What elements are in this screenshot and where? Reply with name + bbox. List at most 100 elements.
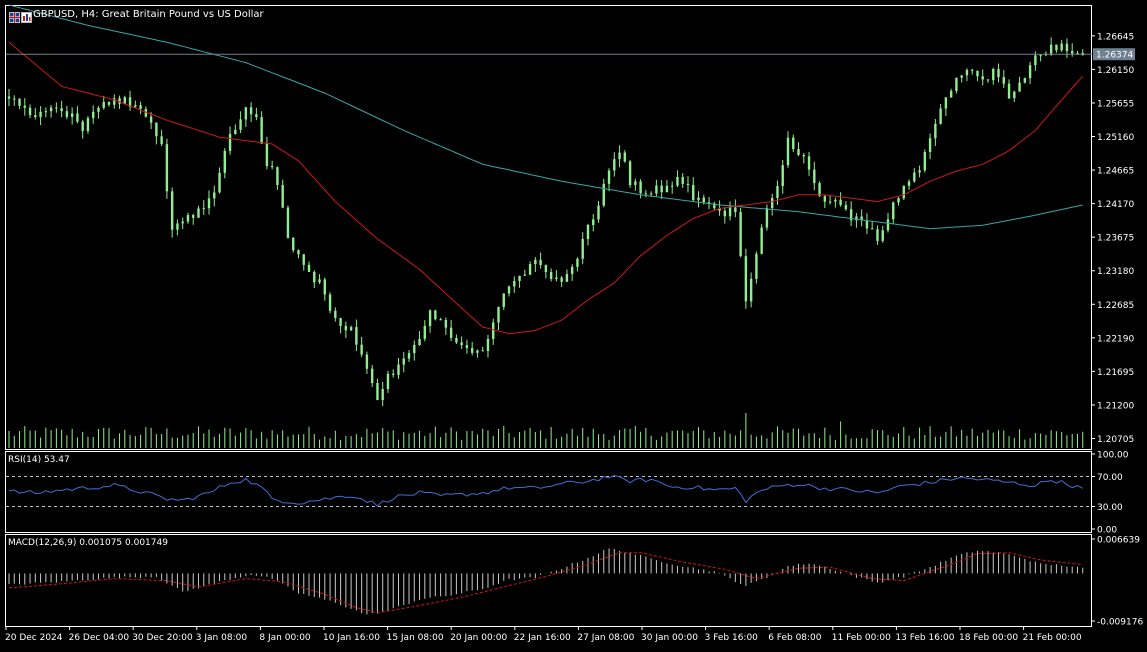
candle-body: [949, 90, 953, 98]
candle-body: [944, 97, 948, 109]
candle-body: [644, 193, 648, 195]
candle-body: [823, 196, 827, 202]
candle-body: [428, 310, 432, 326]
candle-body: [476, 350, 479, 353]
candle-body: [965, 69, 969, 76]
candle-body: [792, 137, 795, 150]
candle-body: [897, 198, 900, 203]
candle-body: [92, 111, 95, 119]
candle-body: [192, 215, 195, 218]
candle-body: [123, 97, 126, 104]
candle-body: [597, 205, 600, 220]
candle-body: [381, 389, 384, 400]
candle-body: [549, 272, 553, 279]
candle-body: [239, 119, 242, 130]
candle-body: [781, 165, 784, 187]
price-tick-label: 1.23180: [1097, 267, 1134, 277]
candle-body: [928, 138, 932, 153]
candle-body: [465, 345, 469, 349]
candle-body: [607, 170, 611, 184]
candle-body: [65, 111, 69, 117]
candle-body: [776, 186, 779, 198]
candle-body: [55, 107, 58, 109]
candle-body: [676, 176, 679, 186]
candle-body: [839, 199, 842, 206]
candle-body: [686, 183, 690, 185]
candle-body: [971, 69, 974, 71]
candle-body: [871, 228, 874, 230]
time-tick-label: 3 Jan 08:00: [196, 633, 248, 643]
price-tick-label: 1.21200: [1097, 401, 1134, 411]
candle-body: [213, 192, 216, 199]
candle-body: [881, 230, 884, 241]
candle-body: [365, 354, 369, 369]
time-tick-label: 11 Feb 00:00: [832, 633, 891, 643]
candle-body: [281, 185, 284, 208]
candle-body: [1028, 65, 1032, 79]
candle-body: [334, 310, 337, 319]
macd-tick-label: -0.009176: [1097, 618, 1143, 628]
candle-body: [902, 185, 905, 199]
candle-body: [786, 137, 790, 166]
candle-body: [981, 76, 984, 80]
candle-body: [1034, 55, 1037, 66]
time-tick-label: 27 Jan 08:00: [577, 633, 634, 643]
candle-body: [497, 306, 500, 323]
candle-body: [1071, 51, 1074, 54]
rsi-line: [8, 474, 1083, 507]
candle-body: [413, 344, 416, 354]
time-tick-label: 3 Feb 16:00: [705, 633, 759, 643]
time-tick-label: 8 Jan 00:00: [259, 633, 311, 643]
candle-body: [581, 238, 584, 259]
candle-body: [386, 373, 390, 390]
candle-body: [681, 176, 684, 184]
candle-body: [513, 281, 516, 287]
time-tick-label: 13 Feb 16:00: [895, 633, 954, 643]
candle-body: [97, 107, 100, 112]
price-tick-label: 1.24665: [1097, 167, 1134, 177]
candle-body: [339, 318, 342, 326]
candle-body: [892, 202, 895, 220]
candle-body: [113, 98, 116, 105]
candle-body: [439, 319, 442, 321]
candle-body: [818, 183, 821, 197]
candle-body: [955, 77, 958, 91]
candle-body: [713, 203, 716, 209]
candle-body: [1039, 55, 1042, 57]
candle-body: [344, 325, 348, 331]
candle-body: [434, 310, 437, 320]
rsi-tick-label: 100.00: [1097, 451, 1129, 461]
macd-tick-label: 0.006639: [1097, 536, 1140, 546]
candle-body: [170, 191, 174, 230]
candle-body: [307, 264, 311, 272]
candle-body: [907, 181, 911, 186]
candle-body: [81, 121, 84, 132]
candle-body: [86, 118, 90, 132]
panel-frame-2: [5, 451, 1092, 533]
rsi-tick-label: 30.00: [1097, 503, 1123, 513]
candle-body: [7, 96, 11, 99]
candle-body: [370, 368, 374, 384]
candle-body: [186, 215, 190, 222]
candle-body: [460, 342, 463, 346]
candle-body: [855, 216, 858, 221]
candle-body: [376, 383, 379, 400]
candle-body: [118, 98, 121, 104]
candle-body: [913, 172, 916, 182]
price-tick-label: 1.23675: [1097, 234, 1134, 244]
time-tick-label: 21 Feb 00:00: [1023, 633, 1082, 643]
time-tick-label: 18 Feb 00:00: [959, 633, 1018, 643]
candle-body: [1076, 52, 1079, 54]
candle-body: [128, 97, 132, 107]
candle-body: [692, 184, 695, 201]
candle-body: [660, 185, 663, 193]
candle-body: [244, 107, 248, 120]
time-tick-label: 10 Jan 16:00: [323, 633, 380, 643]
candle-body: [886, 219, 890, 231]
candle-body: [418, 338, 421, 345]
candle-body: [807, 156, 811, 170]
price-tick-label: 1.25160: [1097, 133, 1134, 143]
candle-body: [828, 201, 832, 203]
